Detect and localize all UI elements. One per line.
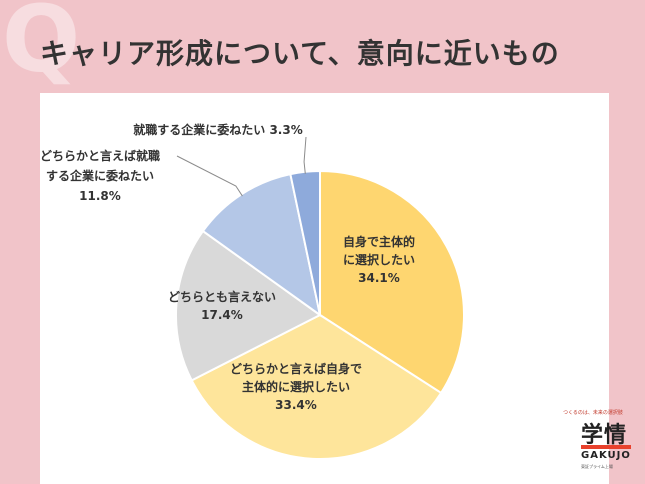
pie-slice-3 (175, 229, 322, 382)
slice-label-5: 就職する企業に委ねたい 3.3% (133, 122, 302, 137)
page-title: キャリア形成について、意向に近いもの (40, 37, 560, 70)
q-badge-letter: Q (2, 0, 81, 93)
logo-name: 学情 (581, 423, 628, 448)
logo-subtext: 東証プライム上場 (581, 464, 613, 469)
slice-label-1: 自身で主体的に選択したい 34.1% (343, 234, 415, 285)
gakujo-logo: つくるのは、未来の選択肢 学情 GAKUJO 東証プライム上場 (563, 409, 643, 479)
leader-line-5 (303, 136, 307, 174)
logo-accent-bar (581, 445, 631, 449)
logo-name-en: GAKUJO (581, 450, 631, 461)
slice-label-4: どちらかと言えば就職する企業に委ねたい 11.8% (40, 148, 160, 203)
slice-label-3: どちらとも言えない 17.4% (168, 289, 276, 322)
pie-chart: 自身で主体的に選択したい 34.1% どちらかと言えば自身で主体的に選択したい 33.… (40, 122, 465, 460)
pie-slice-2 (190, 313, 443, 460)
slice-label-2: どちらかと言えば自身で主体的に選択したい 33.4% (230, 361, 362, 412)
leader-line-4 (176, 155, 243, 197)
logo-tagline: つくるのは、未来の選択肢 (563, 410, 623, 416)
chart-card: 自身で主体的に選択したい 34.1% どちらかと言えば自身で主体的に選択したい 33.… (40, 93, 609, 484)
